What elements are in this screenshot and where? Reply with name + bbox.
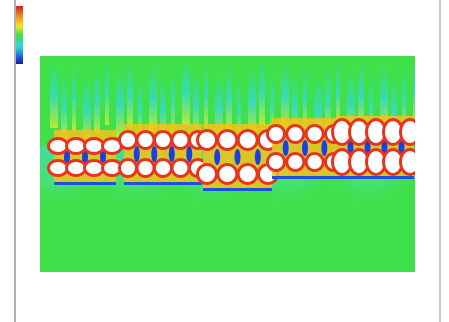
blue-node <box>214 149 220 165</box>
hole <box>368 121 384 143</box>
edge-line <box>272 176 338 179</box>
edge-line <box>203 188 272 191</box>
hole <box>50 140 66 152</box>
hole <box>334 121 350 143</box>
hole <box>334 151 350 173</box>
hole <box>68 162 84 174</box>
hole <box>199 166 215 182</box>
hole <box>351 151 367 173</box>
field-map <box>18 56 421 272</box>
blue-node <box>186 146 192 162</box>
hole <box>156 161 170 175</box>
hole <box>121 161 135 175</box>
hole <box>269 127 283 141</box>
hole <box>288 127 302 141</box>
hole <box>139 133 153 147</box>
hole <box>121 133 135 147</box>
hole <box>50 162 66 174</box>
hole <box>240 166 256 182</box>
hole <box>104 140 120 152</box>
hole <box>269 155 283 169</box>
hole <box>174 133 188 147</box>
hole <box>68 140 84 152</box>
hole <box>86 162 102 174</box>
edge-line <box>54 182 116 185</box>
streak <box>105 60 109 125</box>
blue-node <box>134 146 140 162</box>
colorbar <box>16 6 23 64</box>
blue-node <box>169 146 175 162</box>
hole <box>104 162 120 174</box>
blue-node <box>283 140 289 156</box>
streak <box>149 66 157 131</box>
hole <box>156 133 170 147</box>
streak <box>336 60 340 125</box>
hole <box>219 166 235 182</box>
hole <box>385 151 401 173</box>
hole <box>240 132 256 148</box>
streak <box>259 60 265 125</box>
hole <box>351 121 367 143</box>
streak <box>204 63 208 128</box>
hole <box>139 161 153 175</box>
edge-line <box>338 176 414 179</box>
hole <box>199 132 215 148</box>
hole <box>385 121 401 143</box>
hole <box>86 140 102 152</box>
blue-node <box>151 146 157 162</box>
streak <box>94 69 100 134</box>
streak <box>182 60 190 125</box>
streak <box>72 66 76 131</box>
hole <box>308 155 322 169</box>
blue-node <box>235 149 241 165</box>
streak <box>116 72 124 137</box>
hole <box>174 161 188 175</box>
edge-line <box>124 182 202 185</box>
blue-node <box>302 140 308 156</box>
hole <box>368 151 384 173</box>
field-plot-screenshot <box>0 0 449 322</box>
hole <box>288 155 302 169</box>
blue-node <box>321 140 327 156</box>
streak <box>226 66 232 131</box>
streak <box>127 63 133 128</box>
hole <box>308 127 322 141</box>
blue-node <box>255 149 261 165</box>
hole <box>219 132 235 148</box>
streak <box>50 63 58 128</box>
